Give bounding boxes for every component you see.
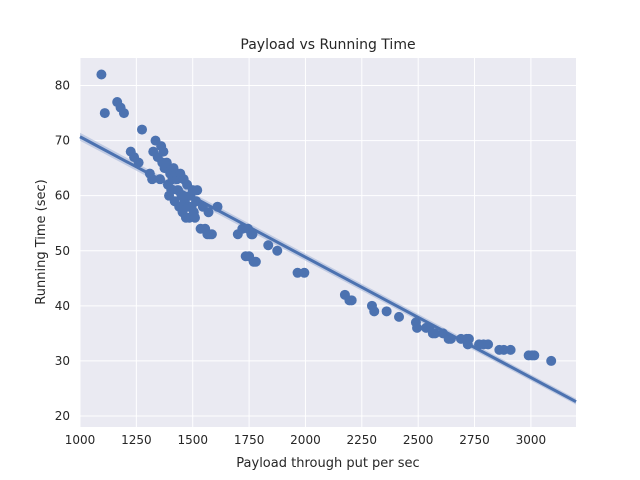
data-point — [189, 212, 200, 223]
y-tick-label: 20 — [55, 409, 70, 423]
y-tick-label: 60 — [55, 189, 70, 203]
data-point — [161, 157, 172, 168]
x-tick-label: 2750 — [459, 433, 490, 447]
data-point — [272, 245, 283, 256]
x-tick-label: 1500 — [177, 433, 208, 447]
regression-line — [79, 135, 577, 403]
x-axis-label: Payload through put per sec — [236, 456, 419, 471]
data-point — [192, 185, 203, 196]
data-point — [394, 311, 405, 322]
data-point — [412, 322, 423, 333]
data-point — [158, 146, 169, 157]
data-point — [206, 229, 217, 240]
x-tick-labels: 1000 1250 1500 1750 2000 2250 2500 2750 3000 — [65, 433, 546, 447]
y-tick-labels: 20 30 40 50 60 70 80 — [55, 79, 70, 423]
data-point — [463, 333, 474, 344]
data-point — [369, 306, 380, 317]
data-point — [99, 108, 110, 119]
y-tick-label: 70 — [55, 134, 70, 148]
grid-lines — [79, 58, 576, 427]
plot-area — [80, 58, 576, 427]
x-tick-label: 2500 — [403, 433, 434, 447]
data-point — [299, 267, 310, 278]
data-point — [430, 328, 441, 339]
data-point — [381, 306, 392, 317]
data-point — [203, 207, 214, 218]
y-tick-label: 80 — [55, 79, 70, 93]
data-point — [529, 350, 540, 361]
data-point — [483, 339, 494, 350]
data-point — [118, 108, 129, 119]
y-tick-label: 40 — [55, 299, 70, 313]
data-point — [137, 124, 147, 135]
data-point — [346, 295, 357, 306]
y-tick-label: 50 — [55, 244, 70, 258]
chart-title: Payload vs Running Time — [240, 37, 415, 53]
x-tick-label: 1000 — [65, 433, 96, 447]
data-point — [505, 344, 516, 355]
y-tick-label: 30 — [55, 354, 70, 368]
data-point — [546, 355, 557, 366]
y-axis-label: Running Time (sec) — [34, 179, 49, 304]
x-tick-label: 2250 — [347, 433, 378, 447]
data-point — [250, 256, 261, 267]
x-tick-label: 1750 — [234, 433, 265, 447]
x-tick-label: 3000 — [516, 433, 547, 447]
x-tick-label: 2000 — [290, 433, 321, 447]
data-point — [263, 240, 274, 251]
data-point — [96, 69, 107, 80]
x-tick-label: 1250 — [121, 433, 152, 447]
